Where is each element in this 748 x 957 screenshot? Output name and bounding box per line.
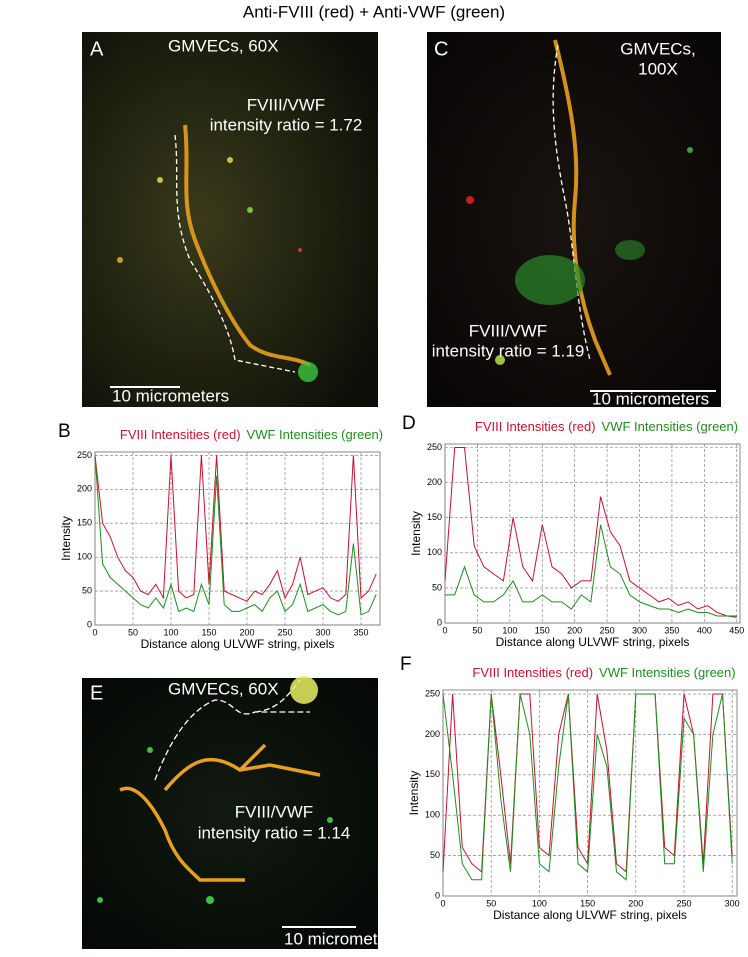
y-tick-label: 100 <box>77 552 92 562</box>
ratio-name: FVIII/VWF <box>469 321 547 340</box>
y-tick-label: 50 <box>430 850 440 860</box>
x-tick-label: 200 <box>239 627 254 637</box>
legend: FVIII Intensities (red) VWF Intensities (… <box>475 419 738 434</box>
x-tick-label: 450 <box>729 625 744 635</box>
x-tick-label: 250 <box>676 898 691 908</box>
x-tick-label: 50 <box>128 627 138 637</box>
image-e: E GMVECs, 60X FVIII/VWF intensity ratio … <box>82 676 401 949</box>
x-tick-label: 200 <box>567 625 582 635</box>
y-tick-label: 100 <box>427 547 442 557</box>
legend: FVIII Intensities (red) VWF Intensities (… <box>472 665 735 680</box>
y-tick-label: 50 <box>432 582 442 592</box>
y-tick-label: 200 <box>77 484 92 494</box>
ratio-name: FVIII/VWF <box>247 95 325 114</box>
data-line <box>445 524 737 618</box>
x-tick-label: 200 <box>628 898 643 908</box>
x-tick-label: 0 <box>92 627 97 637</box>
data-line <box>94 455 377 602</box>
ratio-text: intensity ratio = 1.72 <box>210 115 363 134</box>
y-tick-label: 50 <box>82 585 92 595</box>
y-tick-label: 250 <box>427 442 442 452</box>
legend-entry: VWF Intensities (green) <box>602 419 739 434</box>
x-axis-title: Distance along ULVWF string, pixels <box>496 635 690 649</box>
data-line <box>94 455 377 616</box>
y-axis-title: Intensity <box>409 511 423 556</box>
y-axis-title: Intensity <box>59 516 73 561</box>
x-tick-label: 50 <box>472 625 482 635</box>
y-tick-label: 150 <box>427 512 442 522</box>
y-tick-label: 0 <box>437 617 442 627</box>
x-tick-label: 150 <box>201 627 216 637</box>
y-tick-label: 250 <box>77 450 92 460</box>
panel-letter: F <box>400 654 412 675</box>
data-line <box>444 447 737 617</box>
y-tick-label: 200 <box>425 729 440 739</box>
x-axis-title: Distance along ULVWF string, pixels <box>141 637 335 651</box>
x-tick-label: 300 <box>725 898 740 908</box>
panel-letter: C <box>434 38 448 60</box>
data-line <box>442 693 733 881</box>
y-tick-label: 100 <box>425 810 440 820</box>
figure-title: Anti-FVIII (red) + Anti-VWF (green) <box>243 2 505 21</box>
x-tick-label: 300 <box>632 625 647 635</box>
y-tick-label: 200 <box>427 477 442 487</box>
image-a: A GMVECs, 60X FVIII/VWF intensity ratio … <box>82 32 378 407</box>
x-tick-label: 350 <box>353 627 368 637</box>
x-tick-label: 150 <box>535 625 550 635</box>
legend: FVIII Intensities (red) VWF Intensities (… <box>120 427 383 442</box>
panel-letter: D <box>402 413 416 434</box>
x-tick-label: 0 <box>442 625 447 635</box>
legend-entry: FVIII Intensities (red) <box>120 427 241 442</box>
legend-entry: VWF Intensities (green) <box>599 665 736 680</box>
y-tick-label: 150 <box>425 769 440 779</box>
x-tick-label: 150 <box>580 898 595 908</box>
image-caption: GMVECs, <box>620 39 696 58</box>
legend-entry: FVIII Intensities (red) <box>472 665 593 680</box>
y-tick-label: 0 <box>87 619 92 629</box>
image-caption: GMVECs, 60X <box>168 36 279 55</box>
x-tick-label: 50 <box>486 898 496 908</box>
x-tick-label: 300 <box>315 627 330 637</box>
y-tick-label: 150 <box>77 518 92 528</box>
image-caption: GMVECs, 60X <box>168 679 279 698</box>
ratio-text: intensity ratio = 1.14 <box>198 823 351 842</box>
scale-bar-label: 10 micrometers <box>112 386 229 405</box>
image-c: C GMVECs, 100X FVIII/VWF intensity ratio… <box>427 32 721 408</box>
y-axis-title: Intensity <box>407 771 421 816</box>
panel-letter: E <box>90 682 103 704</box>
x-tick-label: 400 <box>697 625 712 635</box>
scale-bar-label: 10 micrometers <box>284 929 401 948</box>
x-tick-label: 100 <box>502 625 517 635</box>
x-tick-label: 100 <box>163 627 178 637</box>
x-tick-label: 100 <box>532 898 547 908</box>
ratio-name: FVIII/VWF <box>235 802 313 821</box>
plot-area <box>442 689 738 897</box>
x-tick-label: 250 <box>600 625 615 635</box>
legend-entry: VWF Intensities (green) <box>247 427 384 442</box>
plot-area <box>444 443 741 624</box>
panel-letter: B <box>58 421 71 442</box>
x-tick-label: 0 <box>440 898 445 908</box>
plot-area <box>94 451 381 626</box>
y-tick-label: 0 <box>435 890 440 900</box>
panel-letter: A <box>90 38 104 60</box>
legend-entry: FVIII Intensities (red) <box>475 419 596 434</box>
x-axis-title: Distance along ULVWF string, pixels <box>493 908 687 922</box>
x-tick-label: 350 <box>664 625 679 635</box>
scale-bar-label: 10 micrometers <box>592 389 709 408</box>
y-tick-label: 250 <box>425 688 440 698</box>
ratio-text: intensity ratio = 1.19 <box>432 341 585 360</box>
image-caption: 100X <box>638 59 678 78</box>
x-tick-label: 250 <box>277 627 292 637</box>
